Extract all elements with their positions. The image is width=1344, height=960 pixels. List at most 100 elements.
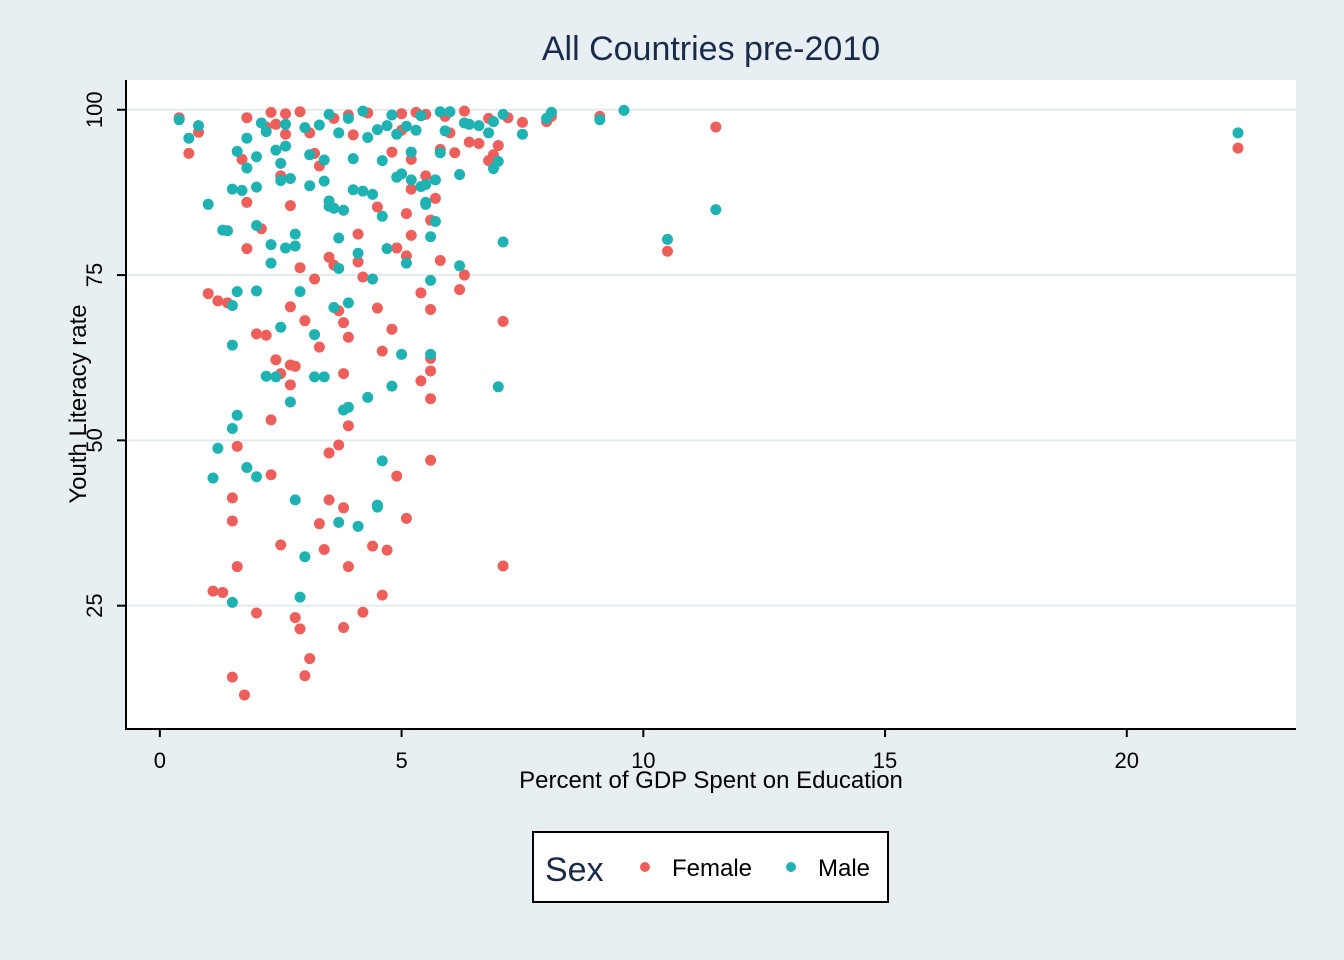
point-female <box>251 607 263 619</box>
point-male <box>376 210 388 222</box>
point-female <box>212 295 224 307</box>
point-male <box>492 381 504 393</box>
point-male <box>207 472 219 484</box>
point-male <box>226 299 238 311</box>
point-male <box>270 371 282 383</box>
point-female <box>497 560 509 572</box>
point-male <box>333 127 345 139</box>
point-male <box>425 231 437 243</box>
point-female <box>284 200 296 212</box>
point-male <box>342 401 354 413</box>
point-male <box>386 109 398 121</box>
point-male <box>342 112 354 124</box>
point-male <box>376 455 388 467</box>
point-male <box>487 116 499 128</box>
point-male <box>280 118 292 130</box>
point-male <box>231 286 243 298</box>
point-female <box>661 245 673 257</box>
point-female <box>299 670 311 682</box>
point-female <box>376 589 388 601</box>
point-male <box>396 168 408 180</box>
y-tick-label: 25 <box>82 593 107 617</box>
point-male <box>367 188 379 200</box>
point-male <box>183 132 195 144</box>
point-female <box>463 136 475 148</box>
chart-title: All Countries pre-2010 <box>542 30 880 68</box>
point-male <box>618 104 630 116</box>
point-female <box>202 288 214 300</box>
point-male <box>236 184 248 196</box>
point-male <box>289 240 301 252</box>
point-female <box>415 375 427 387</box>
point-female <box>231 561 243 573</box>
point-male <box>594 114 606 126</box>
point-female <box>454 284 466 296</box>
point-female <box>381 544 393 556</box>
point-male <box>299 551 311 563</box>
point-female <box>458 105 470 117</box>
point-male <box>376 155 388 167</box>
point-female <box>492 139 504 151</box>
point-female <box>284 301 296 313</box>
point-female <box>425 303 437 315</box>
point-male <box>193 120 205 132</box>
point-male <box>284 173 296 185</box>
point-female <box>376 345 388 357</box>
point-male <box>289 494 301 506</box>
point-male <box>454 169 466 181</box>
point-male <box>231 409 243 421</box>
point-female <box>323 494 335 506</box>
point-male <box>420 198 432 210</box>
point-female <box>304 653 316 665</box>
point-male <box>434 147 446 159</box>
legend: Sex Female Male <box>532 831 889 903</box>
point-male <box>323 108 335 120</box>
legend-label-male: Male <box>818 855 870 882</box>
data-points <box>173 104 1244 701</box>
series-male <box>173 104 1244 608</box>
point-female <box>289 360 301 372</box>
point-male <box>429 174 441 186</box>
point-male <box>318 154 330 166</box>
point-male <box>304 180 316 192</box>
point-male <box>352 247 364 259</box>
point-male <box>545 106 557 118</box>
point-female <box>371 201 383 213</box>
point-male <box>231 145 243 157</box>
point-female <box>371 302 383 314</box>
point-male <box>260 370 272 382</box>
point-male <box>226 183 238 195</box>
point-male <box>405 174 417 186</box>
point-male <box>251 285 263 297</box>
point-male <box>294 591 306 603</box>
point-male <box>429 216 441 228</box>
point-male <box>275 157 287 169</box>
legend-marker-male <box>786 862 796 872</box>
point-male <box>497 108 509 120</box>
legend-box <box>532 831 889 903</box>
point-male <box>661 233 673 245</box>
point-female <box>405 183 417 195</box>
point-male <box>386 380 398 392</box>
point-male <box>265 257 277 269</box>
gridlines <box>126 108 1296 607</box>
point-male <box>381 243 393 255</box>
point-male <box>400 257 412 269</box>
point-male <box>391 128 403 140</box>
point-male <box>328 301 340 313</box>
point-female <box>265 414 277 426</box>
point-male <box>483 127 495 139</box>
point-male <box>415 110 427 122</box>
point-female <box>183 147 195 159</box>
point-female <box>280 128 292 140</box>
point-female <box>338 317 350 329</box>
point-female <box>391 242 403 254</box>
point-male <box>371 501 383 513</box>
point-male <box>492 155 504 167</box>
point-male <box>362 391 374 403</box>
point-female <box>386 146 398 158</box>
point-male <box>173 114 185 126</box>
point-female <box>318 543 330 555</box>
point-male <box>367 273 379 285</box>
point-male <box>260 126 272 138</box>
